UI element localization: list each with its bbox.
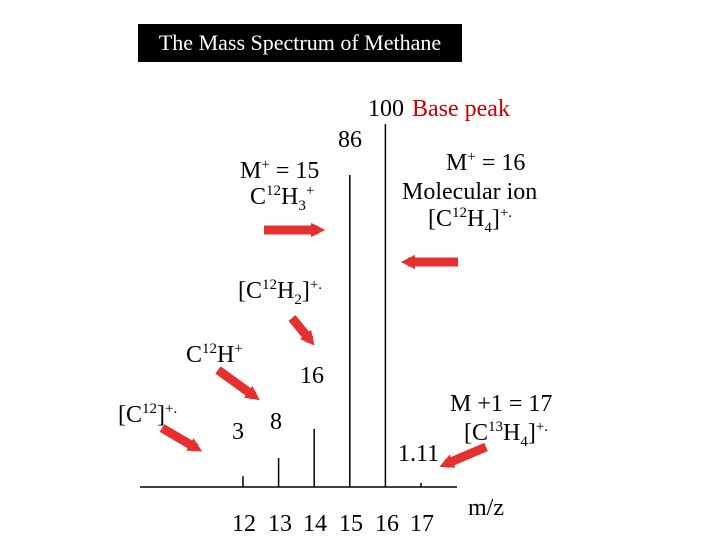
annotation-m16-line1: M+ = 16 [446,149,526,176]
annotation-m17-line2: [C13H4]+. [464,419,549,450]
value-label-12: 3 [232,419,244,445]
annotation-m15-line1: M+ = 15 [240,157,320,184]
tick-label-17: 17 [410,511,434,537]
value-label-16: 100 [368,96,404,122]
value-label-13: 8 [270,409,282,435]
annotation-c: [C12]+. [118,401,178,428]
annotation-m16-line3: [C12H4]+. [428,205,513,236]
annotation-ch: C12H+ [186,341,243,368]
chart-title: The Mass Spectrum of Methane [138,24,462,62]
value-label-14: 16 [300,363,324,389]
tick-label-13: 13 [268,511,292,537]
tick-label-12: 12 [232,511,256,537]
value-label-15: 86 [338,127,362,153]
base-peak-label: Base peak [412,96,510,122]
x-axis-label: m/z [468,495,504,521]
arrow-ch-icon [215,366,260,401]
annotation-m17-line1: M +1 = 17 [450,391,553,417]
arrow-m17-icon [439,442,488,469]
arrows-group [159,222,488,469]
value-label-17: 1.11 [398,441,440,467]
tick-label-15: 15 [339,511,363,537]
bars-group [242,124,422,487]
annotation-m15-line2: C12H3+ [250,183,315,214]
tick-label-14: 14 [303,511,327,537]
arrow-ch2-icon [288,315,315,346]
arrow-c-icon [159,424,203,452]
annotation-m16-line2: Molecular ion [402,179,538,205]
annotation-ch2: [C12H2]+. [238,277,323,308]
tick-label-16: 16 [375,511,399,537]
